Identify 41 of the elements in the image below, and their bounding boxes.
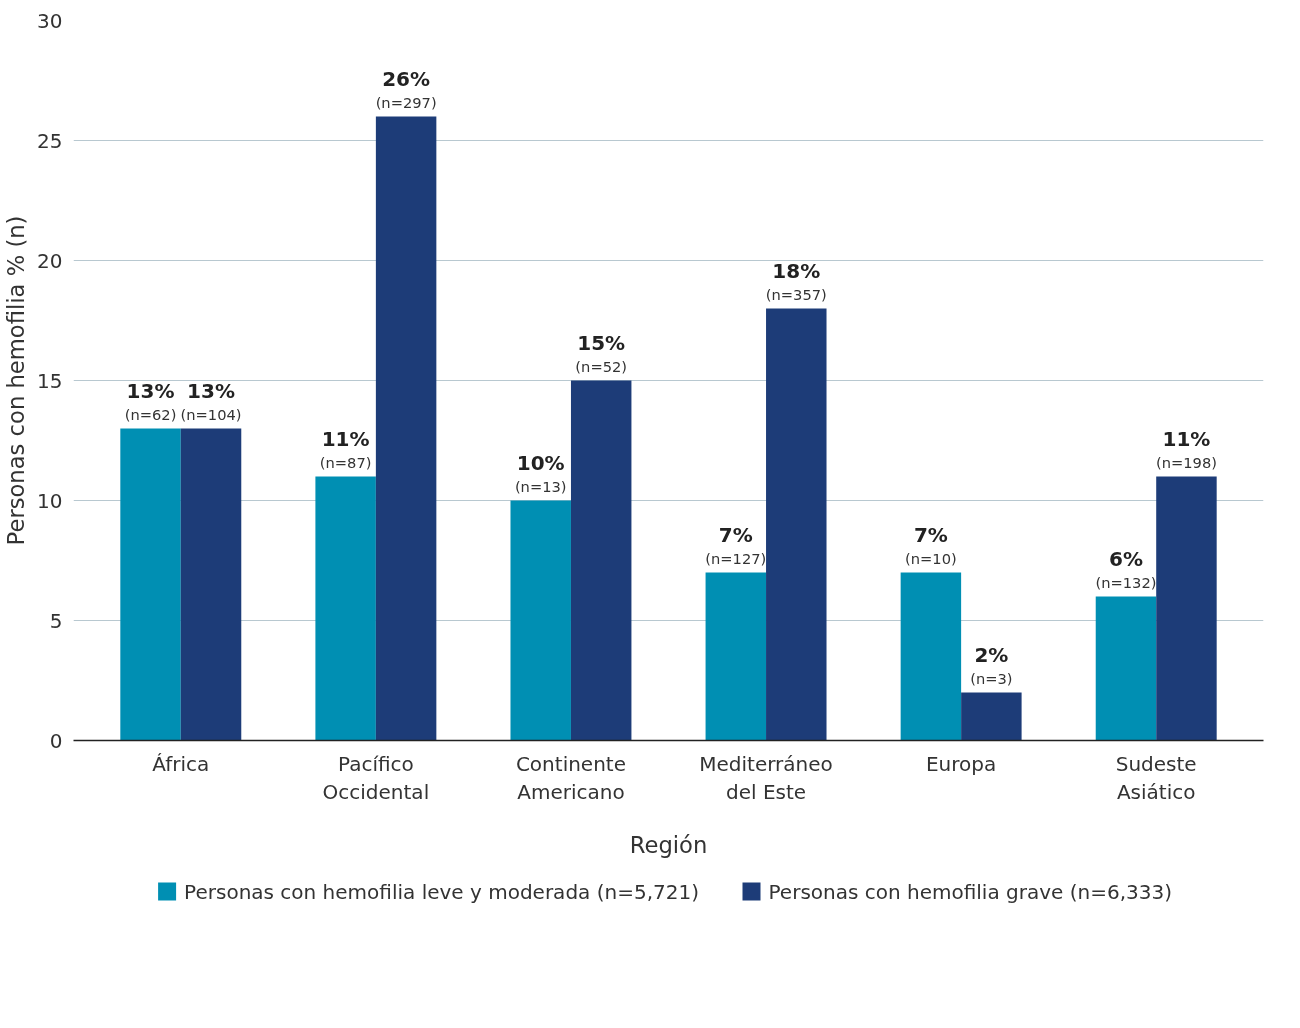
x-tick-label: Mediterráneo del Este bbox=[699, 751, 833, 805]
bar bbox=[375, 116, 437, 741]
text: 10% (n=13) bbox=[514, 450, 567, 495]
y-tick-label: 10 bbox=[37, 488, 63, 513]
text: 13% (n=104) bbox=[180, 378, 242, 423]
text: 26% (n=297) bbox=[375, 66, 437, 111]
text: 11% (n=87) bbox=[319, 426, 372, 471]
text: 13% (n=62) bbox=[124, 378, 177, 423]
y-tick-label: 0 bbox=[49, 728, 63, 753]
bar bbox=[766, 308, 827, 741]
y-tick-label: 25 bbox=[37, 128, 63, 153]
legend-label: Personas con hemofilia grave (n=6,333) bbox=[768, 879, 1172, 904]
text: 18% (n=357) bbox=[765, 258, 827, 303]
text: 7% (n=127) bbox=[705, 522, 767, 567]
text: 2% (n=3) bbox=[970, 642, 1013, 687]
x-tick-label: Pacífico Occidental bbox=[322, 751, 430, 805]
bar bbox=[900, 572, 962, 741]
text: 6% (n=132) bbox=[1095, 546, 1157, 591]
y-tick-label: 20 bbox=[37, 248, 63, 273]
y-tick-label: 5 bbox=[49, 608, 63, 633]
y-axis-title: Personas con hemofilia % (n) bbox=[3, 215, 30, 546]
text: 15% (n=52) bbox=[575, 330, 628, 375]
bar bbox=[510, 500, 571, 741]
bar bbox=[1156, 476, 1217, 741]
x-axis-title: Región bbox=[629, 832, 708, 859]
x-tick-label: Sudeste Asiático bbox=[1115, 751, 1197, 805]
text: 7% (n=10) bbox=[905, 522, 957, 567]
x-tick-label: Continente Americano bbox=[515, 751, 626, 805]
x-tick-label: Europa bbox=[925, 751, 997, 776]
x-tick-label: África bbox=[152, 751, 210, 776]
y-tick-label: 30 bbox=[37, 8, 63, 33]
bar bbox=[315, 476, 376, 741]
y-tick-label: 15 bbox=[37, 368, 63, 393]
text: 11% (n=198) bbox=[1155, 426, 1217, 471]
legend-label: Personas con hemofilia leve y moderada (n=5,721) bbox=[184, 879, 699, 904]
bar bbox=[961, 692, 1022, 741]
bar bbox=[1095, 596, 1157, 741]
bar bbox=[120, 428, 181, 741]
bar bbox=[570, 380, 632, 741]
bar bbox=[705, 572, 767, 741]
bar bbox=[180, 428, 242, 741]
